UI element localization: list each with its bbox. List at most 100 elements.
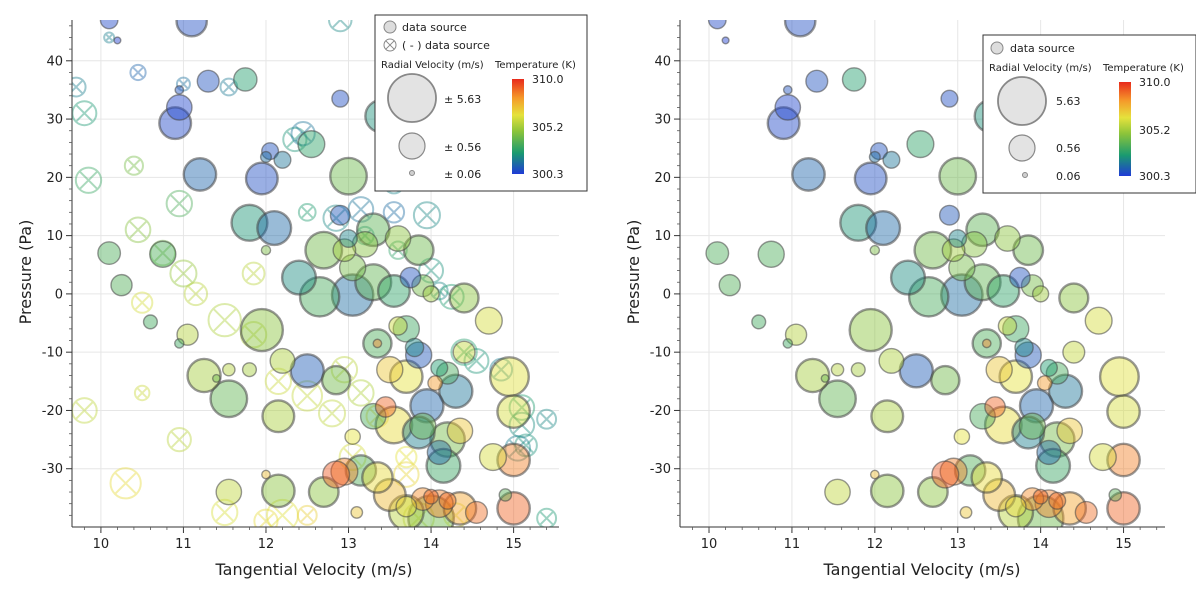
bubble — [930, 364, 961, 396]
y-tick-label-right: 10 — [654, 229, 671, 244]
bubble — [869, 244, 881, 256]
bubble — [882, 150, 901, 169]
negative-bubble-cross — [296, 384, 319, 408]
bubble — [269, 347, 296, 374]
negative-bubble-cross — [243, 325, 264, 345]
bubble — [259, 150, 273, 164]
negative-bubble-ring — [109, 467, 142, 500]
legend-size-label-small-left: ± 0.06 — [444, 168, 481, 181]
negative-bubble-ring — [463, 347, 490, 374]
negative-bubble-cross — [391, 243, 405, 258]
negative-bubble-ring — [296, 504, 318, 526]
y-axis-title-left: Pressure (Pa) — [16, 220, 35, 325]
bubble — [372, 477, 407, 512]
colorbar-tick-mid-left: 305.2 — [532, 121, 564, 134]
bubble — [707, 20, 727, 30]
bubble — [273, 150, 292, 169]
x-axis-title-left: Tangential Velocity (m/s) — [215, 560, 413, 579]
negative-bubble-ring — [392, 461, 420, 488]
bubble — [298, 275, 341, 318]
colorbar-tick-max-left: 310.0 — [532, 73, 564, 86]
bubble — [165, 94, 193, 121]
negative-bubble-cross — [467, 351, 486, 371]
bubble — [241, 362, 258, 378]
bubble — [307, 476, 340, 509]
negative-bubble — [322, 204, 350, 232]
legend-size-large-right — [997, 76, 1047, 126]
ticks-left: 10 11 12 13 14 15 -30 -20 -10 0 10 20 30 40 — [42, 25, 548, 552]
bubble — [868, 150, 881, 164]
bubble — [1020, 487, 1045, 511]
bubble — [488, 356, 530, 398]
y-axis-title-right: Pressure (Pa) — [624, 220, 643, 325]
y-tick-label-right: -20 — [650, 404, 671, 419]
bubble — [1009, 266, 1031, 289]
bubble — [423, 488, 440, 505]
bubble — [211, 373, 221, 383]
bubble — [969, 402, 996, 430]
negative-bubble-ring — [241, 261, 266, 286]
negative-bubble-cross — [74, 401, 94, 420]
negative-bubble-cross — [322, 403, 342, 424]
bubble — [233, 67, 258, 92]
negative-bubble — [450, 338, 478, 366]
x-tick-label-left: 12 — [258, 537, 275, 552]
negative-bubble-cross — [72, 79, 84, 93]
bubble — [215, 478, 243, 506]
bubble — [99, 20, 119, 30]
bubble — [820, 373, 830, 383]
negative-bubble-ring — [282, 126, 308, 153]
negative-bubble-cross — [170, 430, 189, 449]
negative-bubble-cross — [222, 80, 236, 94]
negative-bubble — [241, 261, 266, 286]
colorbar-right — [1119, 82, 1131, 176]
bubble — [297, 130, 326, 159]
negative-bubble-cross — [173, 263, 194, 284]
bubble — [113, 36, 122, 45]
negative-bubble-ring — [123, 155, 144, 176]
negative-bubble-cross — [134, 294, 151, 311]
y-tick-label-right: 30 — [654, 113, 671, 128]
negative-bubble-cross — [187, 285, 205, 303]
negative-bubble-cross — [512, 398, 532, 417]
negative-bubble-cross — [539, 510, 555, 526]
bubbles-left — [72, 20, 558, 527]
bubble — [1004, 495, 1027, 518]
negative-bubble-cross — [517, 437, 535, 454]
bubble — [435, 361, 460, 385]
negative-bubble-cross — [391, 243, 405, 258]
bubble — [399, 266, 422, 289]
bubble — [948, 229, 968, 248]
negative-bubble-cross — [128, 220, 148, 240]
negative-bubble-cross — [134, 294, 151, 311]
bubble — [344, 428, 361, 445]
bubble — [1062, 340, 1086, 364]
negative-bubble — [169, 259, 198, 288]
bubble — [474, 306, 503, 335]
y-tick-label-right: 0 — [663, 287, 671, 302]
negative-bubble-ring — [266, 498, 299, 527]
negative-bubble-cross — [170, 430, 189, 449]
negative-bubble-cross — [296, 384, 319, 408]
bubble — [332, 238, 357, 263]
bubble — [361, 461, 394, 494]
negative-bubble-cross — [128, 220, 148, 240]
bubble — [1014, 337, 1034, 358]
negative-bubble-ring — [347, 379, 375, 407]
bubble — [1039, 358, 1058, 377]
bubble — [1032, 488, 1049, 505]
bubble — [782, 338, 794, 349]
negative-bubble-ring — [103, 31, 116, 44]
bubble — [478, 442, 508, 472]
negative-bubble-cross — [300, 205, 314, 219]
bubble — [244, 161, 279, 196]
legend-size-title-right: Radial Velocity (m/s) — [989, 63, 1092, 74]
negative-bubble-cross — [178, 78, 189, 90]
bubble — [158, 106, 193, 141]
bubble — [372, 338, 383, 349]
bubble — [870, 399, 905, 434]
bubble — [869, 473, 905, 509]
x-tick-label-right: 11 — [784, 537, 801, 552]
negative-bubble-cross — [492, 361, 510, 379]
negative-bubble — [74, 166, 103, 194]
